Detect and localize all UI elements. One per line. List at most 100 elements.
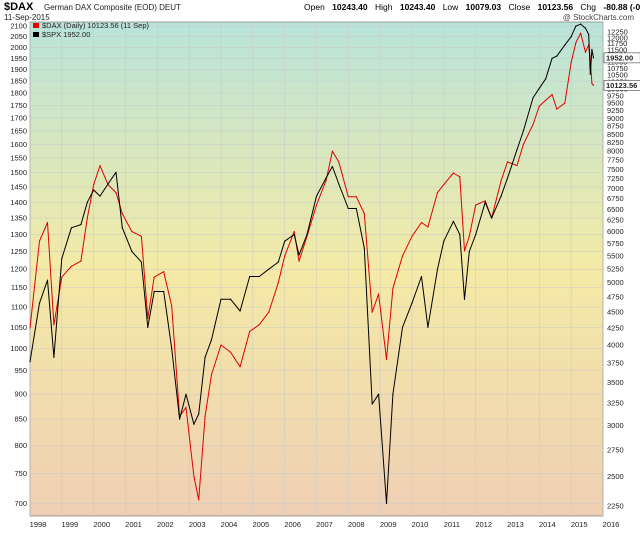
y-right-tick-label: 7750	[607, 156, 624, 165]
data-point-dax	[220, 344, 222, 346]
data-point-dax	[459, 176, 461, 178]
y-right-tick-label: 4500	[607, 308, 624, 317]
data-point-spx	[556, 55, 558, 57]
data-point-spx	[61, 257, 63, 260]
close-label: Close	[508, 2, 531, 12]
y-left-tick-label: 1700	[10, 113, 27, 122]
data-point-dax	[140, 235, 143, 237]
data-point-spx	[179, 418, 181, 420]
data-point-dax	[516, 164, 518, 167]
y-left-tick-label: 1150	[11, 283, 27, 292]
data-point-dax	[363, 213, 365, 215]
data-point-dax	[347, 196, 349, 198]
data-point-dax	[249, 330, 251, 332]
data-point-dax	[443, 183, 445, 186]
data-point-dax	[545, 99, 547, 101]
x-tick-label: 2009	[380, 520, 397, 529]
data-point-dax	[53, 324, 55, 326]
y-right-tick-label: 7500	[607, 165, 624, 174]
data-point-spx	[500, 195, 502, 197]
legend-label: $DAX (Daily) 10123.56 (11 Sep)	[42, 21, 150, 30]
data-point-spx	[29, 361, 31, 363]
x-tick-label: 2016	[603, 520, 620, 529]
data-point-dax	[506, 161, 509, 163]
data-point-dax	[258, 324, 260, 326]
data-point-spx	[204, 356, 206, 358]
chg-value: -80.88 (-0.85%)	[603, 2, 640, 12]
data-point-spx	[239, 310, 241, 312]
y-right-tick-label: 8250	[607, 138, 624, 147]
y-left-tick-label: 1400	[10, 198, 27, 207]
data-point-dax	[198, 499, 200, 501]
data-point-spx	[355, 207, 357, 210]
x-tick-label: 2004	[221, 520, 238, 529]
data-point-spx	[484, 201, 486, 203]
y-right-tick-label: 11750	[607, 39, 627, 48]
x-tick-label: 2001	[125, 520, 142, 529]
data-point-dax	[86, 217, 88, 219]
data-point-spx	[516, 149, 518, 151]
data-point-spx	[210, 339, 213, 341]
data-point-spx	[443, 240, 445, 242]
data-point-dax	[500, 180, 502, 182]
data-point-spx	[522, 130, 525, 132]
data-point-spx	[163, 290, 165, 293]
y-right-tick-label: 3500	[607, 378, 624, 387]
data-point-spx	[258, 275, 260, 278]
symbol-title: $DAX	[4, 1, 34, 13]
data-point-dax	[153, 276, 155, 278]
y-left-tick-label: 1650	[10, 126, 27, 135]
last-value-dax-box	[603, 80, 640, 91]
gridlines	[29, 22, 604, 516]
data-point-dax	[284, 255, 286, 257]
ohlc-readout: Open 10243.40 High 10243.40 Low 10079.03…	[304, 2, 640, 12]
data-point-spx	[293, 233, 295, 236]
y-right-tick-label: 9000	[607, 114, 624, 123]
last-value-dax: 10123.56	[606, 81, 637, 90]
data-point-spx	[46, 279, 49, 281]
y-left-tick-label: 2100	[10, 22, 27, 31]
data-point-spx	[584, 27, 587, 29]
data-point-spx	[140, 261, 143, 263]
data-point-spx	[38, 302, 41, 304]
x-tick-label: 2012	[475, 520, 492, 529]
data-point-dax	[121, 213, 123, 215]
data-point-dax	[371, 311, 373, 313]
data-point-dax	[436, 191, 439, 194]
y-right-tick-label: 6750	[607, 194, 624, 203]
data-point-spx	[371, 403, 373, 405]
y-right-tick-label: 7250	[607, 174, 624, 183]
y-left-tick-label: 1750	[10, 101, 27, 110]
y-axis-right: 2250 2500 2750 3000 3250 3500 3750 4000 4250 4500…	[607, 28, 628, 511]
data-point-dax	[93, 183, 95, 186]
data-point-spx	[575, 25, 577, 27]
open-label: Open	[304, 2, 325, 12]
y-right-tick-label: 2500	[607, 472, 624, 481]
data-point-spx	[171, 347, 173, 350]
chart-date: 11-Sep-2015	[4, 13, 50, 22]
data-point-dax	[277, 282, 279, 284]
data-point-spx	[53, 356, 55, 358]
y-right-tick-label: 9250	[607, 106, 624, 115]
data-point-spx	[591, 48, 593, 51]
close-value: 10123.56	[537, 2, 574, 12]
high-value: 10243.40	[399, 2, 436, 12]
data-point-spx	[277, 261, 279, 263]
y-right-tick-label: 8500	[607, 130, 624, 139]
y-left-tick-label: 1350	[10, 214, 27, 223]
data-point-spx	[570, 35, 572, 38]
last-value-labels: 1952.00 10123.56	[603, 52, 640, 91]
data-point-spx	[468, 250, 470, 253]
y-right-tick-label: 6500	[607, 205, 624, 214]
data-point-dax	[564, 102, 566, 104]
x-tick-label: 2007	[316, 520, 333, 529]
x-tick-label: 2008	[348, 520, 365, 529]
legend: $DAX (Daily) 10123.56 (11 Sep)$SPX 1952.…	[33, 21, 150, 39]
data-point-dax	[115, 191, 117, 194]
data-point-dax	[293, 231, 295, 233]
x-tick-label: 2005	[252, 520, 269, 529]
data-point-dax	[239, 366, 241, 368]
data-point-dax	[61, 276, 63, 278]
data-point-dax	[575, 41, 577, 44]
open-value: 10243.40	[332, 2, 368, 12]
